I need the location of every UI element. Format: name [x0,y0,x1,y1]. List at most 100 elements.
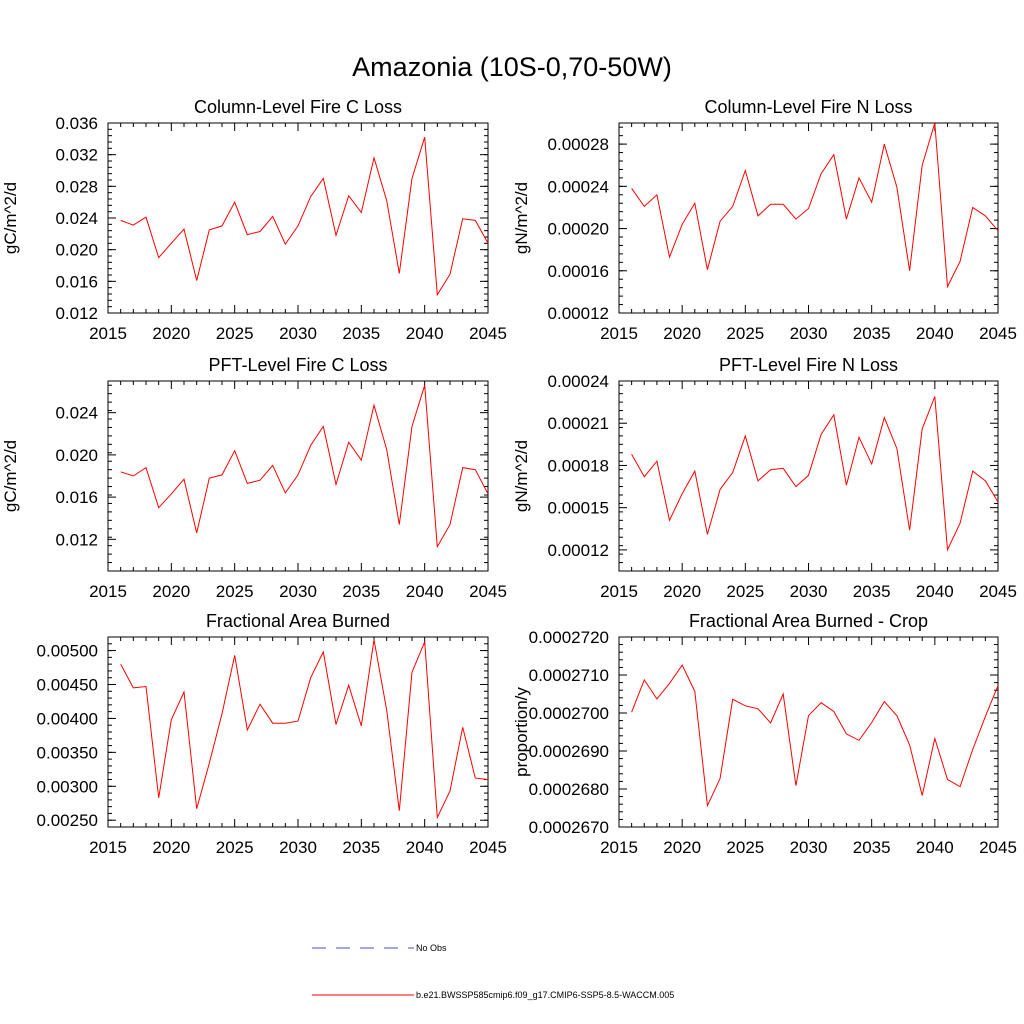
x-tick-label: 2035 [342,582,380,601]
y-tick-label: 0.00018 [548,456,609,475]
panel-title: Fractional Area Burned - Crop [689,611,928,631]
x-tick-label: 2040 [406,582,444,601]
x-tick-label: 2045 [469,838,507,857]
x-tick-label: 2045 [979,582,1017,601]
series-line [631,122,999,289]
legend: No Obs b.e21.BWSSP585cmip6.f09_g17.CMIP6… [312,943,674,1000]
x-tick-label: 2030 [790,324,828,343]
x-tick-label: 2025 [726,838,764,857]
x-tick-label: 2020 [152,582,190,601]
y-tick-label: 0.024 [55,209,98,228]
plot-frame [107,380,489,572]
y-tick-label: 0.0002690 [529,742,609,761]
x-tick-label: 2020 [663,582,701,601]
x-tick-label: 2040 [916,838,954,857]
x-tick-label: 2030 [279,324,317,343]
x-tick-label: 2035 [853,582,891,601]
x-tick-label: 2025 [726,324,764,343]
x-tick-label: 2045 [979,838,1017,857]
panel-title: Fractional Area Burned [206,611,390,631]
y-axis-label: gN/m^2/d [512,440,531,512]
panel-title: Column-Level Fire N Loss [704,97,912,117]
y-tick-label: 0.0002700 [529,704,609,723]
y-tick-label: 0.024 [55,404,98,423]
plot-frame [618,122,999,314]
y-tick-label: 0.020 [55,446,98,465]
panel-4: PFT-Level Fire N Loss 2015 2020 2025 2030 203… [512,355,1017,601]
x-tick-label: 2015 [600,324,638,343]
x-tick-label: 2015 [600,582,638,601]
x-tick-label: 2040 [916,324,954,343]
y-tick-label: 0.012 [55,304,98,323]
panel-title: PFT-Level Fire C Loss [208,355,387,375]
panel-2: Column-Level Fire N Loss 2015 2020 2025 2030… [512,97,1017,343]
series-line [120,639,489,820]
panels: Column-Level Fire C Loss 2015 2020 2025 2030… [1,97,1017,857]
x-tick-label: 2015 [89,324,127,343]
y-axis-label: gC/m^2/d [1,440,20,512]
x-tick-label: 2040 [406,324,444,343]
plot-frame [618,636,999,828]
panel-title: PFT-Level Fire N Loss [719,355,898,375]
x-tick-label: 2020 [663,838,701,857]
x-tick-label: 2040 [406,838,444,857]
x-tick-label: 2020 [152,838,190,857]
y-tick-label: 0.028 [55,177,98,196]
x-tick-label: 2030 [279,582,317,601]
x-tick-label: 2025 [216,838,254,857]
x-tick-label: 2035 [342,838,380,857]
x-tick-label: 2045 [979,324,1017,343]
x-tick-label: 2020 [152,324,190,343]
x-tick-label: 2040 [916,582,954,601]
panel-5: Fractional Area Burned 2015 2020 2025 2030 20… [37,611,507,857]
y-axis-label: gC/m^2/d [1,182,20,254]
legend-model-label: b.e21.BWSSP585cmip6.f09_g17.CMIP6-SSP5-8… [416,990,674,1000]
y-tick-label: 0.0002670 [529,818,609,837]
x-tick-label: 2030 [790,582,828,601]
x-tick-label: 2025 [726,582,764,601]
y-tick-label: 0.016 [55,272,98,291]
y-tick-label: 0.00024 [548,177,609,196]
x-tick-label: 2035 [853,324,891,343]
series-line [631,664,999,808]
y-tick-label: 0.00300 [37,777,98,796]
y-axis-label: gN/m^2/d [512,182,531,254]
y-tick-label: 0.00012 [548,541,609,560]
y-tick-label: 0.00015 [548,499,609,518]
x-tick-label: 2035 [853,838,891,857]
x-tick-label: 2025 [216,582,254,601]
x-tick-label: 2045 [469,582,507,601]
x-tick-label: 2020 [663,324,701,343]
y-tick-label: 0.0002680 [529,780,609,799]
panel-3: PFT-Level Fire C Loss 2015 2020 2025 2030 203… [1,355,507,601]
y-tick-label: 0.00400 [37,709,98,728]
x-tick-label: 2015 [600,838,638,857]
x-tick-label: 2030 [790,838,828,857]
y-tick-label: 0.00024 [548,372,609,391]
y-tick-label: 0.016 [55,488,98,507]
y-tick-label: 0.012 [55,530,98,549]
series-line [120,137,489,297]
y-tick-label: 0.00016 [548,262,609,281]
figure-title: Amazonia (10S-0,70-50W) [352,52,672,82]
y-axis-label: proportion/y [512,687,531,777]
panel-6: Fractional Area Burned - Crop 2015 2020 202… [512,611,1017,857]
panel-1: Column-Level Fire C Loss 2015 2020 2025 2030… [1,97,507,343]
y-tick-label: 0.032 [55,146,98,165]
x-tick-label: 2015 [89,838,127,857]
y-tick-label: 0.00500 [37,642,98,661]
panel-title: Column-Level Fire C Loss [194,97,402,117]
y-tick-label: 0.00350 [37,743,98,762]
y-tick-label: 0.036 [55,114,98,133]
y-tick-label: 0.00020 [548,220,609,239]
x-tick-label: 2035 [342,324,380,343]
y-tick-label: 0.00250 [37,811,98,830]
y-tick-label: 0.00012 [548,304,609,323]
legend-no-obs-label: No Obs [416,943,447,953]
y-tick-label: 0.0002710 [529,666,609,685]
x-tick-label: 2045 [469,324,507,343]
series-line [631,396,999,552]
series-line [120,385,489,549]
y-tick-label: 0.00021 [548,414,609,433]
